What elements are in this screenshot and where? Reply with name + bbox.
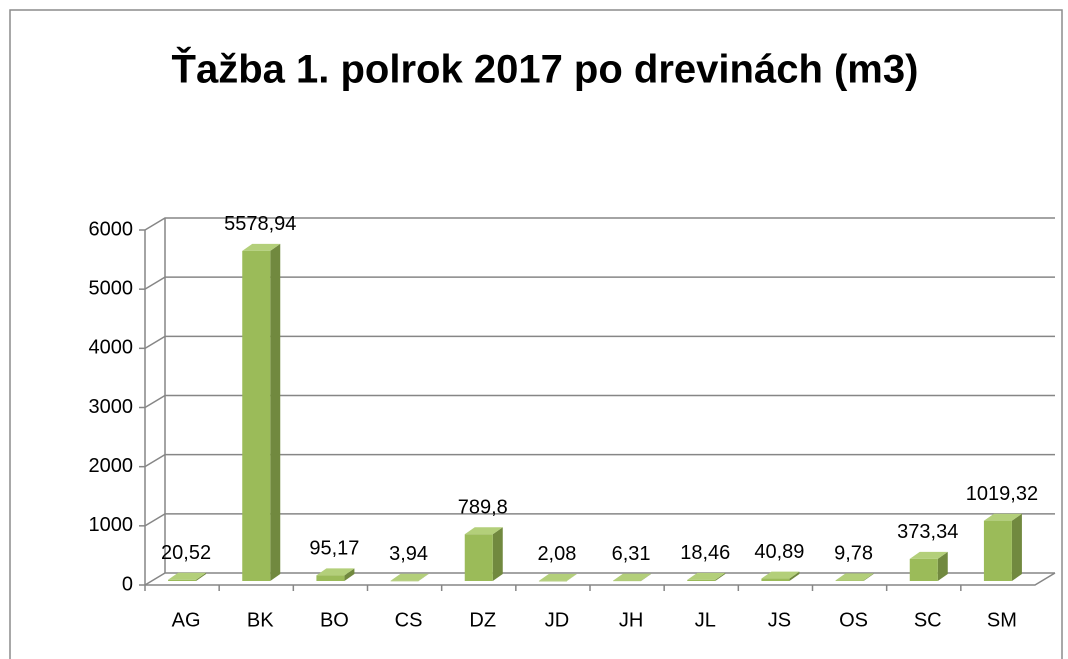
x-tick-label: JH: [619, 609, 643, 631]
data-label: 9,78: [834, 543, 873, 565]
bar-top: [242, 243, 281, 251]
bar-top: [983, 513, 1022, 521]
grid-line: [144, 335, 1055, 349]
y-tick-label: 1000: [89, 514, 134, 536]
bar: [909, 558, 938, 581]
bar-top: [909, 551, 948, 559]
bar-side: [566, 573, 577, 581]
bar: [687, 579, 716, 581]
grid-line: [144, 513, 1055, 527]
chart-title: Ťažba 1. polrok 2017 po drevinách (m3): [172, 46, 919, 92]
grid-line: [144, 394, 1055, 409]
data-label: 5578,94: [224, 213, 296, 235]
bar-top: [538, 573, 577, 581]
bar-top: [316, 568, 355, 576]
grid-line: [144, 276, 1055, 290]
bar-side: [715, 572, 726, 581]
bar-top: [390, 573, 429, 581]
chart-frame: [9, 9, 1063, 659]
bar-side: [492, 527, 503, 581]
bar: [761, 578, 790, 581]
bar: [613, 580, 642, 582]
bar: [168, 579, 197, 581]
x-tick-label: SC: [914, 609, 942, 631]
x-tick-label: AG: [172, 609, 201, 631]
bar-side: [270, 243, 281, 581]
bar-side: [196, 572, 207, 581]
data-label: 2,08: [537, 543, 576, 565]
bar: [464, 534, 493, 581]
bar: [983, 520, 1012, 581]
bar-top: [168, 572, 207, 580]
bar: [316, 575, 345, 581]
bar-top: [687, 572, 726, 580]
bar: [242, 250, 271, 581]
y-tick-label: 4000: [89, 337, 134, 359]
bar-top: [464, 527, 503, 535]
bar-side: [789, 571, 800, 581]
grid-line: [144, 572, 1055, 586]
x-tick-label: BO: [320, 609, 349, 631]
bar-side: [937, 551, 948, 581]
bar-side: [418, 573, 429, 581]
x-tick-label: JL: [695, 609, 716, 631]
y-tick-label: 5000: [89, 277, 134, 299]
grid-line: [144, 217, 1055, 231]
y-tick-label: 0: [122, 573, 133, 595]
x-tick-label: JS: [768, 609, 791, 631]
bar-side: [344, 568, 355, 581]
data-label: 3,94: [389, 543, 428, 565]
grid-line: [144, 453, 1055, 468]
y-tick-label: 6000: [89, 218, 134, 240]
x-tick-label: OS: [839, 609, 868, 631]
bar-top: [761, 571, 800, 579]
bar-side: [1011, 513, 1022, 581]
data-label: 1019,32: [966, 483, 1038, 505]
data-label: 373,34: [897, 521, 958, 543]
data-label: 789,8: [458, 497, 508, 519]
bar: [538, 580, 567, 582]
x-tick-label: JD: [545, 609, 569, 631]
y-tick-label: 3000: [89, 396, 134, 418]
x-tick-label: DZ: [469, 609, 496, 631]
y-tick-label: 2000: [89, 455, 134, 477]
data-label: 95,17: [309, 538, 359, 560]
data-label: 20,52: [161, 542, 211, 564]
bar-top: [835, 573, 874, 581]
x-tick-label: SM: [987, 609, 1017, 631]
bar-top: [613, 573, 652, 581]
bar-side: [863, 573, 874, 581]
bar: [835, 580, 864, 581]
x-tick-label: BK: [247, 609, 274, 631]
x-tick-label: CS: [395, 609, 423, 631]
bar-side: [641, 573, 652, 581]
data-label: 18,46: [680, 542, 730, 564]
data-label: 40,89: [754, 541, 804, 563]
bar: [390, 580, 419, 582]
data-label: 6,31: [612, 543, 651, 565]
